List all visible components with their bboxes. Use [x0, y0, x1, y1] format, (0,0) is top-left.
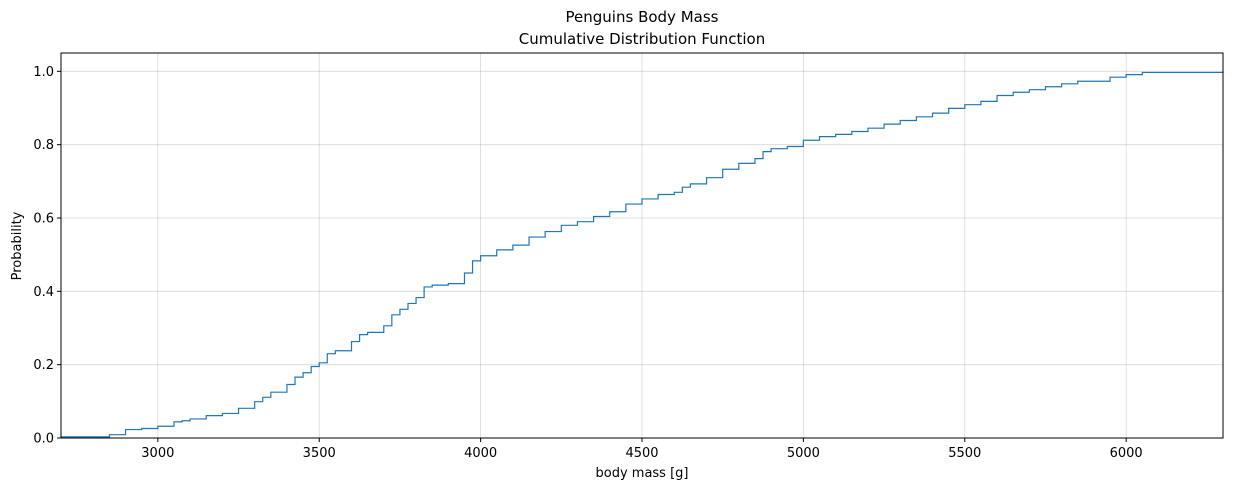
y-tick-label: 0.2	[33, 358, 54, 373]
chart-title: Penguins Body Mass	[566, 8, 719, 26]
y-tick-label: 0.8	[33, 138, 54, 153]
x-tick-label: 4000	[464, 446, 497, 461]
x-tick-label: 5000	[787, 446, 820, 461]
x-tick-label: 4500	[625, 446, 658, 461]
y-tick-label: 0.0	[33, 432, 54, 447]
x-tick-label: 5500	[948, 446, 981, 461]
x-axis-label: body mass [g]	[596, 466, 689, 481]
y-tick-label: 1.0	[33, 65, 54, 80]
plot-area	[60, 71, 1224, 438]
y-axis-label: Probability	[10, 211, 25, 280]
y-tick-label: 0.4	[33, 285, 54, 300]
grid	[61, 53, 1223, 439]
x-axis: 3000 3500 4000 4500 5000 5500 6000	[141, 438, 1143, 461]
x-tick-label: 3000	[141, 446, 174, 461]
x-tick-label: 3500	[303, 446, 336, 461]
y-axis: 0.0 0.2 0.4 0.6 0.8 1.0	[33, 65, 61, 447]
cdf-step-line	[60, 71, 1224, 438]
y-tick-label: 0.6	[33, 212, 54, 227]
x-tick-label: 6000	[1110, 446, 1143, 461]
chart-subtitle: Cumulative Distribution Function	[519, 30, 765, 48]
